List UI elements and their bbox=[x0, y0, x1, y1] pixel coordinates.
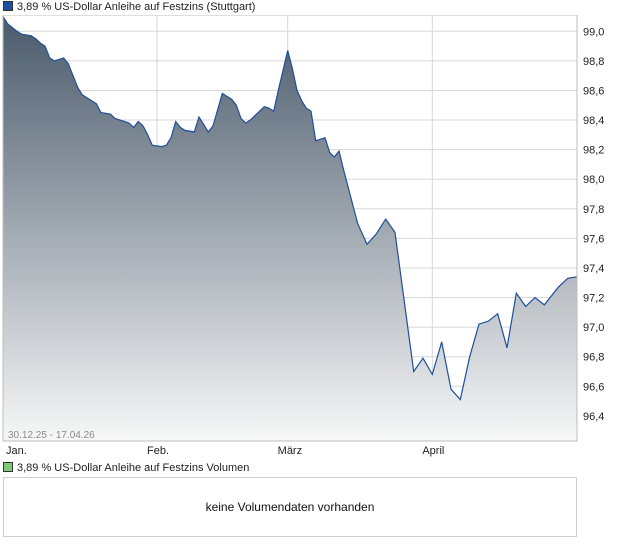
y-tick-label: 98,2 bbox=[583, 145, 604, 157]
x-tick-label: April bbox=[422, 445, 444, 457]
y-tick-label: 98,8 bbox=[583, 56, 604, 68]
y-tick-label: 96,8 bbox=[583, 352, 604, 364]
y-tick-label: 98,0 bbox=[583, 174, 604, 186]
y-tick-label: 96,6 bbox=[583, 381, 604, 393]
price-legend-label: 3,89 % US-Dollar Anleihe auf Festzins (S… bbox=[17, 1, 256, 13]
y-tick-label: 97,2 bbox=[583, 293, 604, 305]
price-chart: 99,0 98,8 98,6 98,4 98,2 98,0 97,8 97,6 97,4 97,2… bbox=[2, 15, 604, 457]
y-tick-label: 97,0 bbox=[583, 322, 604, 334]
volume-panel: keine Volumendaten vorhanden bbox=[3, 477, 577, 537]
y-tick-label: 97,6 bbox=[583, 233, 604, 245]
date-range-label: 30.12.25 - 17.04.26 bbox=[8, 430, 95, 441]
y-tick-label: 98,6 bbox=[583, 85, 604, 97]
price-legend: 3,89 % US-Dollar Anleihe auf Festzins (S… bbox=[3, 0, 255, 14]
x-tick-label: Jan. bbox=[6, 445, 27, 457]
plot-frame bbox=[2, 15, 578, 442]
volume-legend: 3,89 % US-Dollar Anleihe auf Festzins Vo… bbox=[3, 461, 249, 475]
volume-legend-label: 3,89 % US-Dollar Anleihe auf Festzins Vo… bbox=[17, 462, 250, 474]
y-tick-label: 98,4 bbox=[583, 115, 604, 127]
y-tick-label: 97,8 bbox=[583, 204, 604, 216]
volume-empty-message: keine Volumendaten vorhanden bbox=[205, 500, 375, 514]
price-line bbox=[2, 16, 578, 401]
y-tick-label: 96,4 bbox=[583, 411, 604, 423]
price-legend-swatch bbox=[3, 1, 13, 12]
volume-legend-swatch bbox=[3, 462, 13, 473]
x-tick-label: März bbox=[278, 445, 302, 457]
y-tick-label: 97,4 bbox=[583, 263, 604, 275]
price-area bbox=[3, 16, 577, 441]
x-tick-label: Feb. bbox=[147, 445, 169, 457]
y-tick-label: 99,0 bbox=[583, 26, 604, 38]
